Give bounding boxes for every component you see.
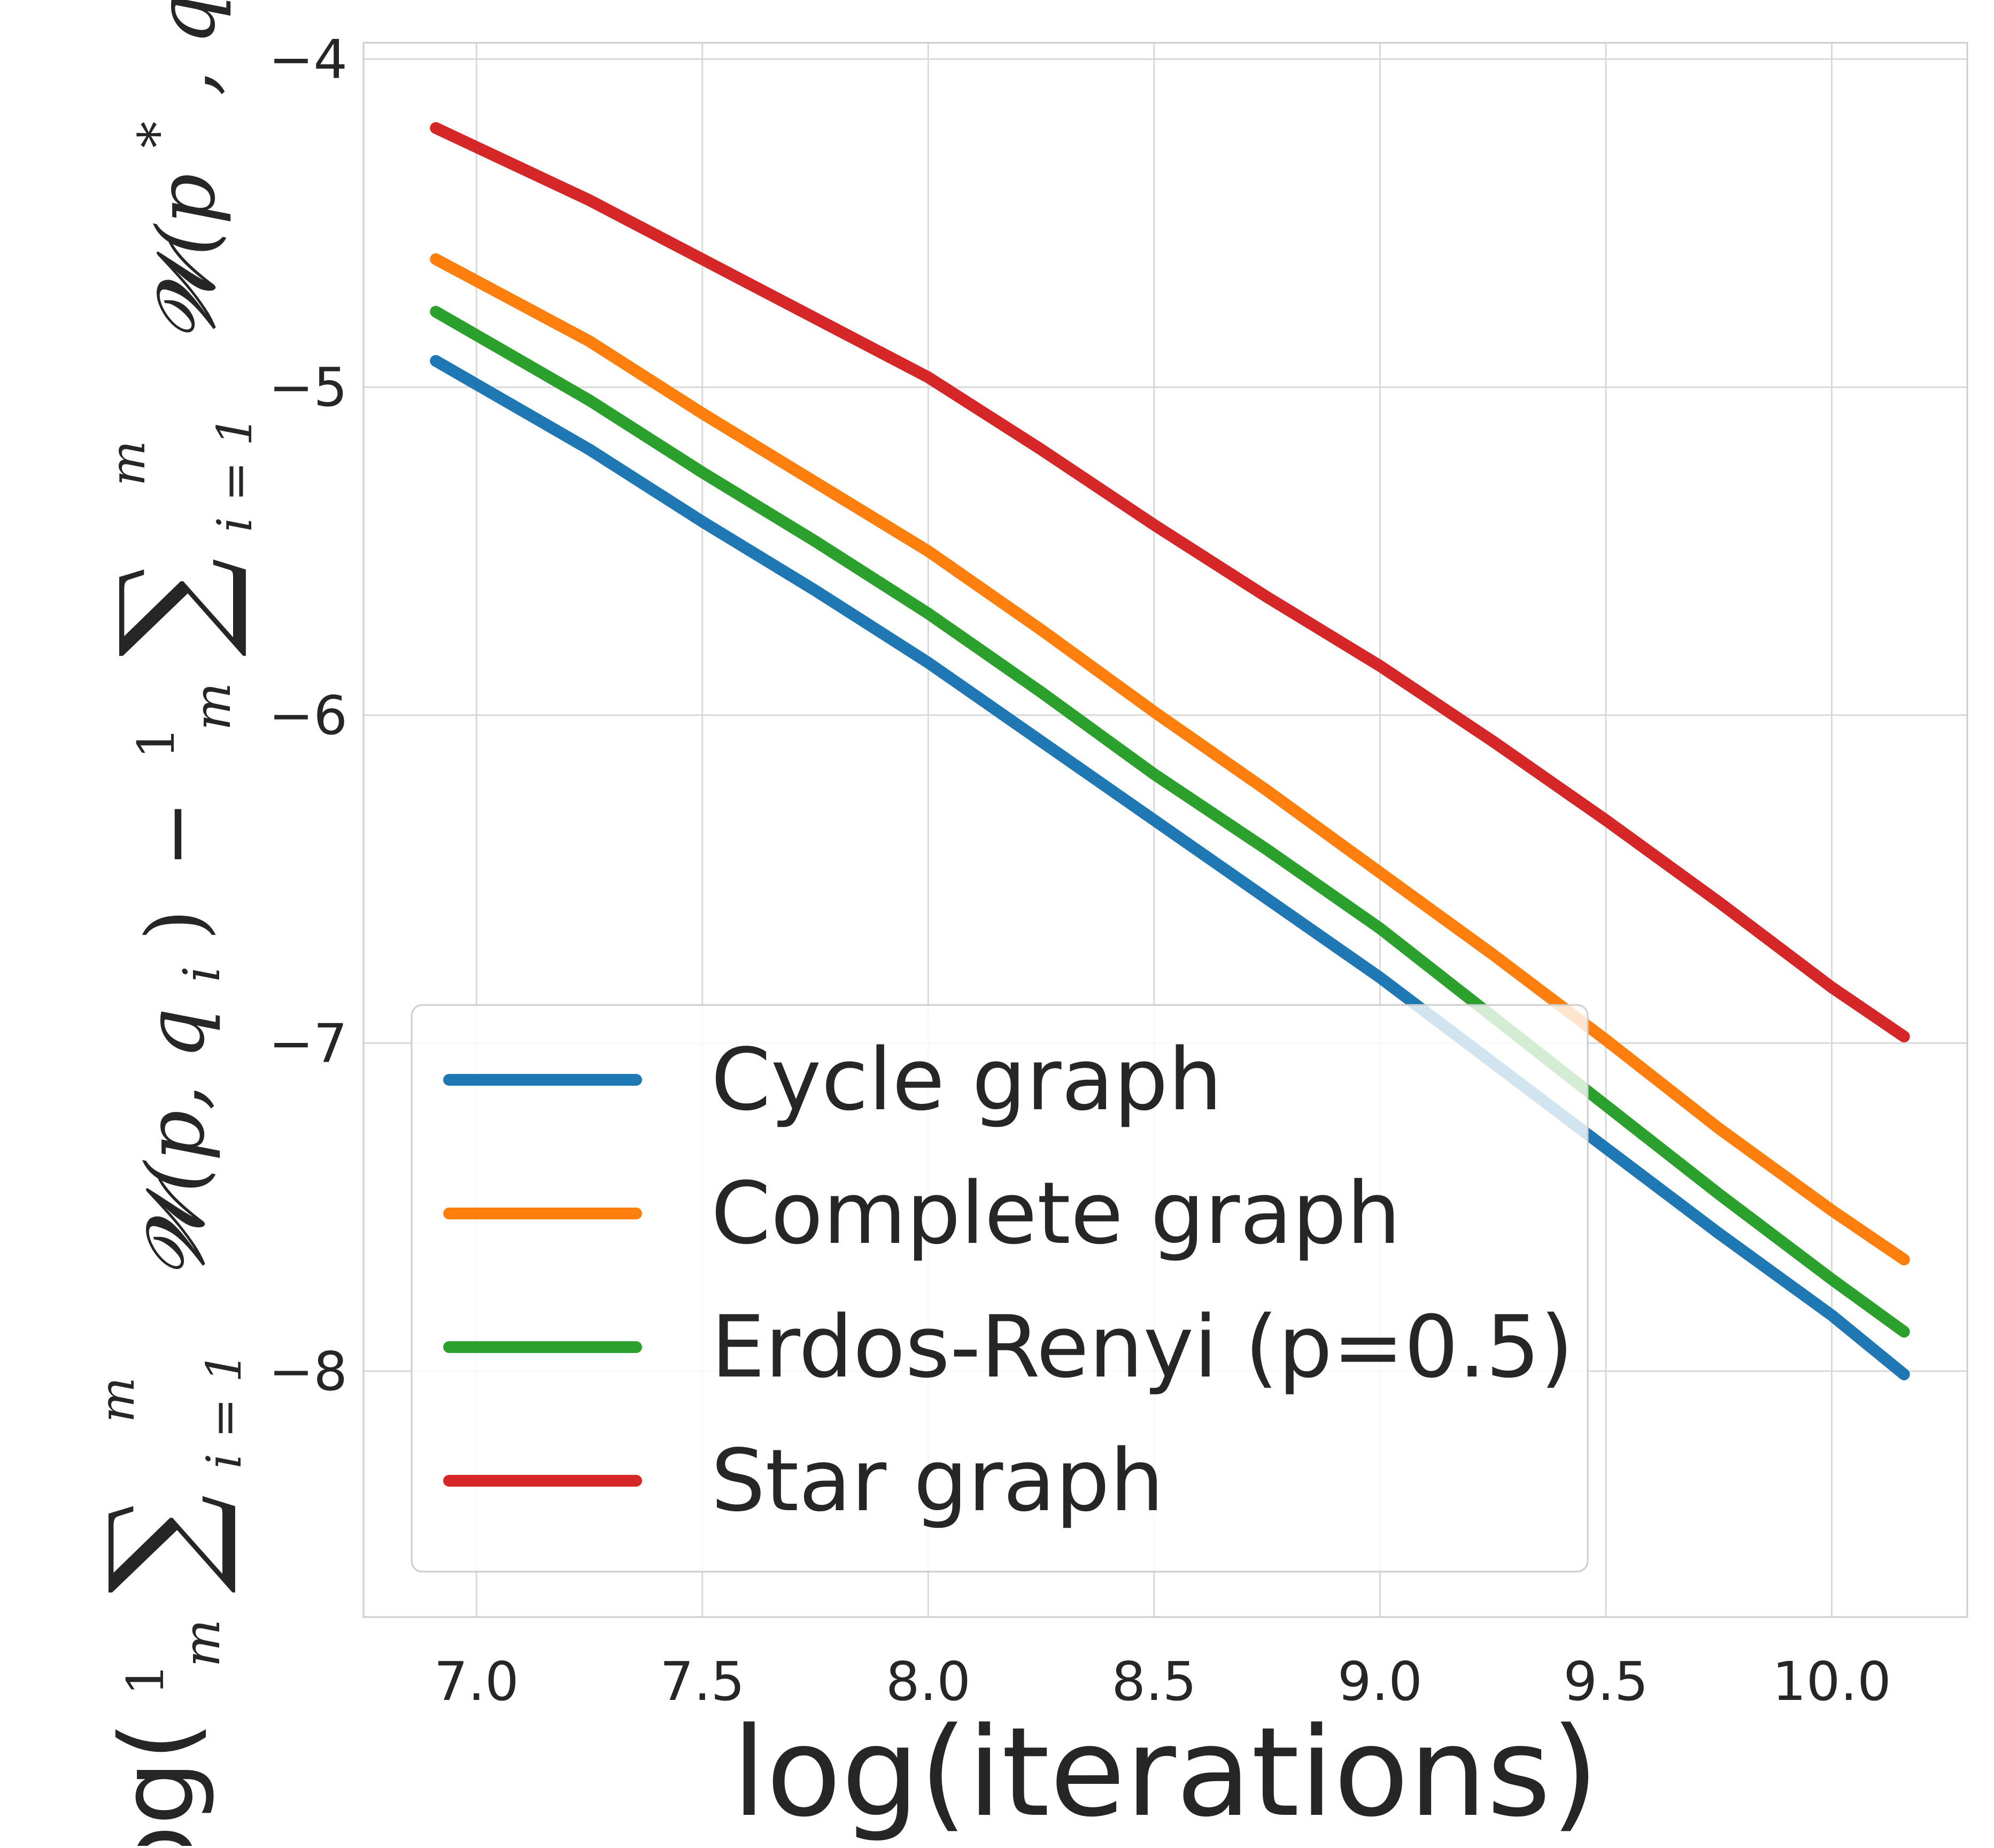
x-tick-label: 7.5	[660, 1650, 745, 1713]
y-axis-label: log( 1 m ∑ i = 1 m 𝓦(p, q i ) − 1 m ∑ i …	[60, 0, 270, 1848]
ylabel-term2-sup: *	[127, 121, 189, 148]
ylabel-sum1: ∑	[80, 1494, 242, 1594]
y-tick-label: −7	[269, 1012, 347, 1074]
y-tick-label: −5	[269, 356, 347, 419]
x-tick-label: 8.0	[886, 1650, 971, 1713]
x-tick-label: 8.5	[1111, 1650, 1196, 1713]
series-line-3	[430, 122, 1910, 1042]
legend: Cycle graph Complete graph Erdos-Renyi (p=…	[411, 1004, 1589, 1573]
x-tick-label: 9.5	[1563, 1650, 1648, 1713]
ylabel-term1: 𝓦(p, q	[129, 1008, 222, 1277]
legend-label-2: Erdos-Renyi (p=0.5)	[711, 1297, 1573, 1397]
x-tick-label: 10.0	[1772, 1650, 1891, 1713]
ylabel-sum1-bottom: i = 1	[196, 1352, 252, 1469]
legend-items: Cycle graph Complete graph Erdos-Renyi (p=…	[443, 1030, 1573, 1530]
ylabel-frac1-num: 1	[117, 1663, 175, 1695]
legend-label-3: Star graph	[711, 1431, 1164, 1530]
ylabel-frac2-den: m	[183, 683, 242, 731]
y-axis-label-expression: log( 1 m ∑ i = 1 m 𝓦(p, q i ) − 1 m ∑ i …	[60, 0, 270, 1846]
x-axis-label: log(iterations)	[732, 1702, 1599, 1844]
ylabel-log-open: log(	[98, 1721, 217, 1846]
plot-area-frame	[362, 42, 1968, 1618]
ylabel-sum1-top: m	[89, 1377, 145, 1422]
y-tick-label: −6	[269, 684, 347, 747]
ylabel-sum2-bottom: i = 1	[207, 415, 263, 532]
y-axis-ticks: −4 −5 −6 −7 −8	[269, 28, 347, 1403]
legend-label-1: Complete graph	[711, 1163, 1401, 1263]
ylabel-term2: 𝓦(p	[140, 173, 233, 340]
series-line-2	[430, 306, 1910, 1338]
ylabel-frac1-den: m	[173, 1619, 231, 1667]
x-axis-ticks: 7.0 7.5 8.0 8.5 9.0 9.5 10.0	[434, 1650, 1891, 1713]
x-tick-label: 9.0	[1338, 1650, 1423, 1713]
legend-label-0: Cycle graph	[711, 1030, 1222, 1130]
legend-box	[411, 1004, 1589, 1573]
ylabel-minus: −	[129, 801, 222, 868]
series-lines	[430, 122, 1910, 1380]
ylabel-term2-mid: , q	[140, 0, 233, 96]
y-tick-label: −8	[269, 1340, 347, 1403]
x-tick-label: 7.0	[434, 1650, 519, 1713]
series-line-0	[430, 355, 1910, 1380]
ylabel-frac2-num: 1	[127, 726, 186, 759]
ylabel-sum2: ∑	[91, 558, 252, 657]
ylabel-term1-sub: i	[173, 966, 231, 982]
y-tick-label: −4	[269, 28, 347, 91]
ylabel-term1-close: )	[129, 909, 222, 941]
ylabel-sum2-top: m	[100, 440, 156, 486]
series-line-1	[430, 253, 1910, 1266]
